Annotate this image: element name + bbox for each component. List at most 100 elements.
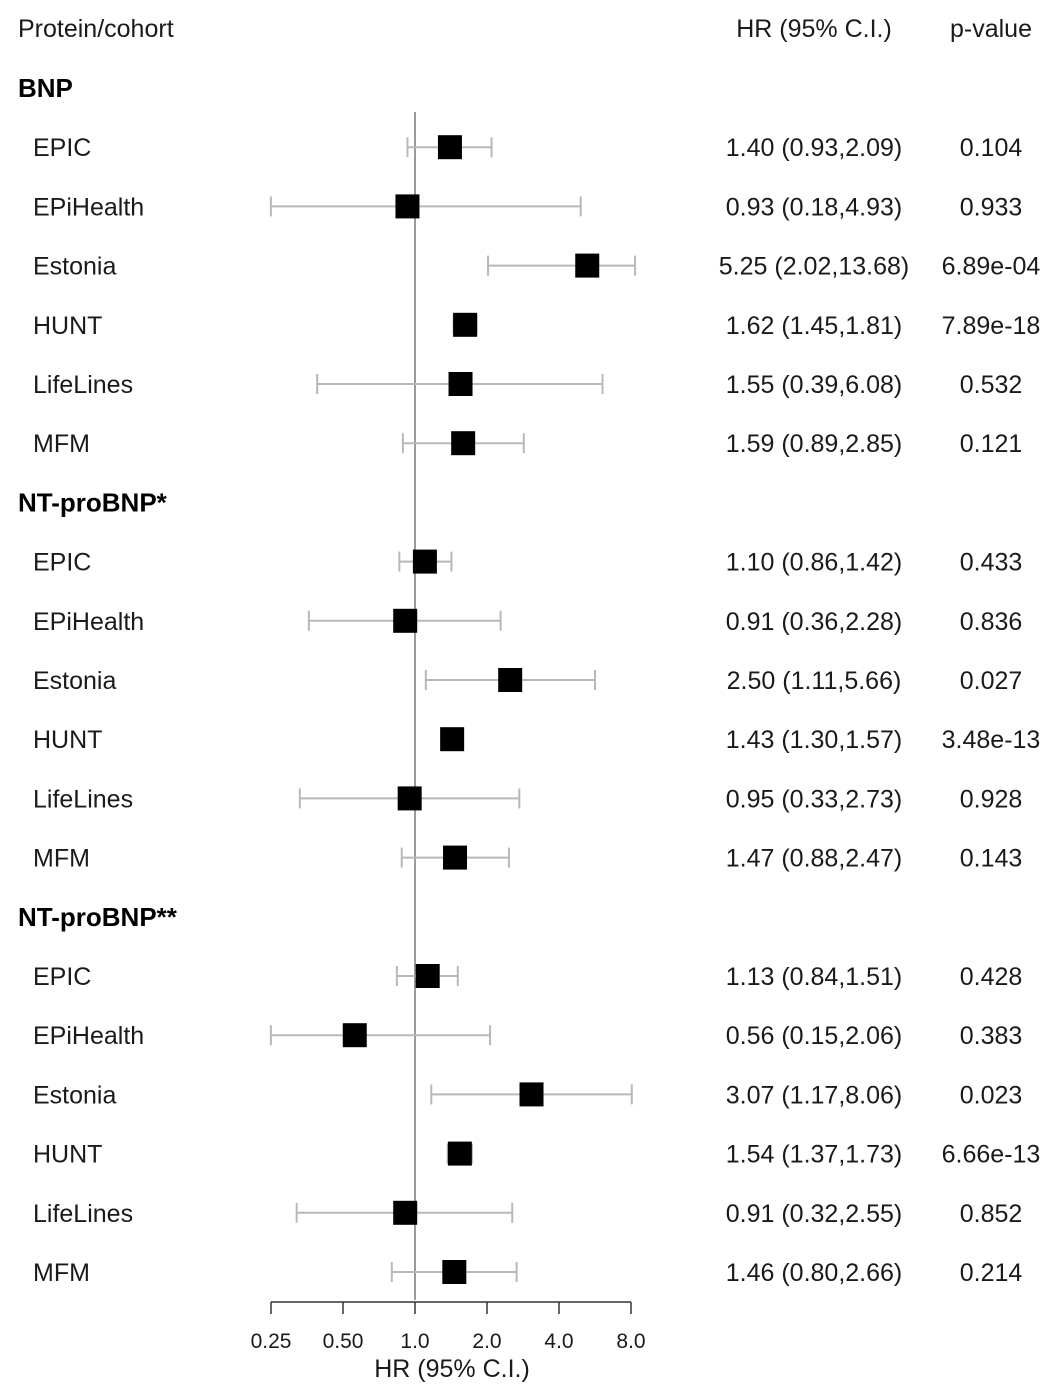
hr-ci-text: 1.13 (0.84,1.51) — [726, 963, 903, 991]
x-axis-label: HR (95% C.I.) — [374, 1355, 530, 1383]
cohort-label: MFM — [33, 430, 90, 458]
header-hr: HR (95% C.I.) — [736, 15, 892, 43]
forest-row: EPIC 1.40 (0.93,2.09) 0.104 — [33, 134, 1022, 162]
cohort-label: MFM — [33, 1259, 90, 1287]
p-value-text: 3.48e-13 — [942, 726, 1041, 754]
x-tick-label: 0.25 — [251, 1330, 292, 1353]
forest-row: MFM 1.46 (0.80,2.66) 0.214 — [33, 1259, 1022, 1287]
x-tick-label: 2.0 — [472, 1330, 501, 1353]
hr-point — [342, 1023, 367, 1048]
p-value-text: 0.933 — [960, 193, 1023, 221]
hr-point — [447, 1141, 472, 1166]
hr-ci-text: 0.91 (0.32,2.55) — [726, 1200, 903, 1228]
p-value-text: 0.836 — [960, 608, 1023, 636]
cohort-label: HUNT — [33, 1141, 102, 1169]
hr-point — [412, 549, 437, 574]
hr-ci-text: 1.54 (1.37,1.73) — [726, 1141, 903, 1169]
hr-ci-text: 0.56 (0.15,2.06) — [726, 1022, 903, 1050]
hr-ci-text: 0.95 (0.33,2.73) — [726, 785, 903, 813]
hr-point — [442, 1260, 467, 1284]
forest-row: HUNT 1.54 (1.37,1.73) 6.66e-13 — [33, 1141, 1040, 1169]
hr-point — [437, 135, 462, 160]
hr-ci-text: 1.43 (1.30,1.57) — [726, 726, 903, 754]
forest-row: Estonia 3.07 (1.17,8.06) 0.023 — [33, 1081, 1022, 1109]
hr-ci-text: 1.62 (1.45,1.81) — [726, 312, 903, 340]
forest-row: LifeLines 0.95 (0.33,2.73) 0.928 — [33, 785, 1022, 813]
hr-point — [443, 845, 468, 870]
cohort-label: EPIC — [33, 963, 91, 991]
group-label: BNP — [18, 73, 73, 103]
forest-row: EPiHealth 0.56 (0.15,2.06) 0.383 — [33, 1022, 1022, 1050]
x-tick-label: 8.0 — [616, 1330, 645, 1353]
forest-row: EPIC 1.13 (0.84,1.51) 0.428 — [33, 963, 1022, 991]
p-value-text: 0.143 — [960, 845, 1023, 873]
p-value-text: 0.214 — [960, 1259, 1023, 1287]
p-value-text: 0.428 — [960, 963, 1023, 991]
p-value-text: 0.027 — [960, 667, 1023, 695]
hr-ci-text: 1.55 (0.39,6.08) — [726, 371, 903, 399]
hr-ci-text: 1.47 (0.88,2.47) — [726, 845, 903, 873]
forest-row: Estonia 2.50 (1.11,5.66) 0.027 — [33, 667, 1022, 695]
p-value-text: 0.383 — [960, 1022, 1023, 1050]
hr-ci-text: 1.10 (0.86,1.42) — [726, 549, 903, 577]
hr-point — [453, 312, 478, 337]
cohort-label: EPiHealth — [33, 193, 144, 221]
x-tick-label: 0.50 — [323, 1330, 364, 1353]
p-value-text: 6.66e-13 — [942, 1141, 1041, 1169]
hr-ci-text: 0.93 (0.18,4.93) — [726, 193, 903, 221]
p-value-text: 0.121 — [960, 430, 1023, 458]
forest-row: HUNT 1.62 (1.45,1.81) 7.89e-18 — [33, 312, 1040, 340]
cohort-label: EPiHealth — [33, 608, 144, 636]
cohort-label: Estonia — [33, 667, 116, 695]
p-value-text: 7.89e-18 — [942, 312, 1041, 340]
hr-point — [393, 608, 418, 633]
cohort-label: LifeLines — [33, 785, 133, 813]
cohort-label: HUNT — [33, 726, 102, 754]
forest-row: HUNT 1.43 (1.30,1.57) 3.48e-13 — [33, 726, 1040, 754]
cohort-label: Estonia — [33, 1081, 116, 1109]
hr-point — [393, 1200, 418, 1225]
p-value-text: 0.928 — [960, 785, 1023, 813]
forest-row: LifeLines 0.91 (0.32,2.55) 0.852 — [33, 1200, 1022, 1228]
hr-ci-text: 5.25 (2.02,13.68) — [719, 253, 909, 281]
hr-ci-text: 3.07 (1.17,8.06) — [726, 1081, 903, 1109]
forest-rows: BNP EPIC 1.40 (0.93,2.09) 0.104 EPiHealth 0.9… — [18, 73, 1040, 1300]
hr-point — [448, 372, 473, 396]
cohort-label: HUNT — [33, 312, 102, 340]
cohort-label: LifeLines — [33, 1200, 133, 1228]
forest-row: EPIC 1.10 (0.86,1.42) 0.433 — [33, 549, 1022, 577]
cohort-label: EPIC — [33, 134, 91, 162]
hr-point — [415, 964, 440, 988]
group-label: NT-proBNP* — [18, 487, 168, 517]
hr-ci-text: 1.59 (0.89,2.85) — [726, 430, 903, 458]
cohort-label: EPIC — [33, 549, 91, 577]
p-value-text: 6.89e-04 — [942, 253, 1041, 281]
hr-ci-text: 1.40 (0.93,2.09) — [726, 134, 903, 162]
p-value-text: 0.532 — [960, 371, 1023, 399]
cohort-label: LifeLines — [33, 371, 133, 399]
cohort-label: EPiHealth — [33, 1022, 144, 1050]
hr-point — [440, 727, 465, 752]
hr-ci-text: 1.46 (0.80,2.66) — [726, 1259, 903, 1287]
forest-row: MFM 1.59 (0.89,2.85) 0.121 — [33, 430, 1022, 458]
hr-ci-text: 0.91 (0.36,2.28) — [726, 608, 903, 636]
p-value-text: 0.104 — [960, 134, 1023, 162]
forest-row: EPiHealth 0.91 (0.36,2.28) 0.836 — [33, 608, 1022, 636]
forest-row: EPiHealth 0.93 (0.18,4.93) 0.933 — [33, 193, 1022, 221]
forest-row: MFM 1.47 (0.88,2.47) 0.143 — [33, 845, 1022, 873]
cohort-label: MFM — [33, 845, 90, 873]
cohort-label: Estonia — [33, 253, 116, 281]
hr-point — [451, 431, 476, 456]
hr-point — [397, 786, 422, 811]
x-axis: 0.25 0.50 1.0 2.0 4.0 8.0 — [251, 1301, 646, 1353]
p-value-text: 0.433 — [960, 549, 1023, 577]
header-protein-cohort: Protein/cohort — [18, 15, 174, 43]
hr-point — [395, 194, 420, 219]
hr-point — [498, 668, 523, 692]
hr-point — [519, 1082, 544, 1107]
p-value-text: 0.023 — [960, 1081, 1023, 1109]
hr-point — [575, 253, 600, 278]
p-value-text: 0.852 — [960, 1200, 1023, 1228]
header-p-value: p-value — [950, 15, 1032, 43]
